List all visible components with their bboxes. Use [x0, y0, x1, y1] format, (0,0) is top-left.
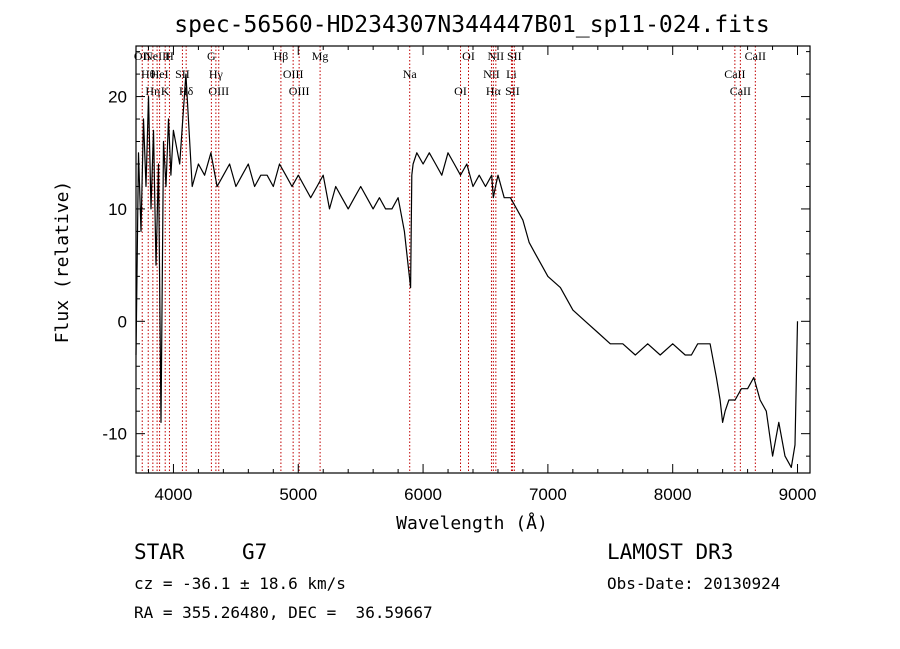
x-tick-label: 5000: [279, 485, 317, 504]
x-axis-label: Wavelength (Å): [396, 512, 548, 534]
x-tick-label: 7000: [529, 485, 567, 504]
line-marker-label: NII: [488, 49, 505, 63]
spectral-line-markers: OIIHθHηNeIIIHeIKHSIIHδGHγOIIIHβOIIIOIIIM…: [134, 46, 766, 473]
line-marker-label: Hγ: [209, 67, 224, 81]
line-marker-label: CaII: [724, 67, 745, 81]
line-marker-label: CaII: [730, 84, 751, 98]
line-marker-label: NII: [483, 67, 500, 81]
line-marker-label: OI: [462, 49, 475, 63]
spectrum-line: [135, 73, 799, 468]
line-marker-label: Li: [506, 67, 517, 81]
line-marker-label: CaII: [745, 49, 766, 63]
line-marker-label: SII: [175, 67, 190, 81]
line-marker-label: OIII: [289, 84, 310, 98]
survey-name: LAMOST DR3: [607, 540, 734, 564]
line-marker-label: H: [165, 49, 174, 63]
line-marker-label: NeIII: [144, 49, 170, 63]
line-marker-label: G: [207, 49, 216, 63]
x-tick-label: 4000: [155, 485, 193, 504]
y-tick-label: -10: [102, 425, 127, 444]
redshift-cz: cz = -36.1 ± 18.6 km/s: [134, 574, 346, 593]
line-marker-label: Na: [403, 67, 418, 81]
line-marker-label: SII: [507, 49, 522, 63]
line-marker-label: OII: [134, 49, 151, 63]
object-subclass: G7: [242, 540, 268, 564]
plot-frame: [135, 45, 811, 474]
x-axis-ticks: 4000 5000 6000 7000 8000 9000: [147, 46, 817, 504]
line-marker-label: Hη: [145, 84, 160, 98]
x-tick-label: 8000: [654, 485, 692, 504]
ra-dec: RA = 355.26480, DEC = 36.59667: [134, 603, 433, 622]
line-marker-label: OIII: [283, 67, 304, 81]
y-tick-label: 20: [108, 88, 127, 107]
y-tick-label: 0: [118, 312, 127, 331]
line-marker-label: HeI: [151, 67, 169, 81]
line-marker-label: Hθ: [141, 67, 156, 81]
y-tick-label: 10: [108, 200, 127, 219]
line-marker-label: Hβ: [274, 49, 289, 63]
observation-date: Obs-Date: 20130924: [607, 574, 781, 593]
line-marker-label: Mg: [312, 49, 329, 63]
object-class: STAR: [134, 540, 185, 564]
line-marker-label: OI: [454, 84, 467, 98]
x-tick-label: 6000: [404, 485, 442, 504]
line-marker-label: OIII: [208, 84, 229, 98]
chart-title: spec-56560-HD234307N344447B01_sp11-024.f…: [174, 12, 769, 38]
line-marker-label: SII: [505, 84, 520, 98]
y-axis-ticks: -10 0 10 20: [102, 51, 810, 457]
line-marker-label: Hα: [486, 84, 502, 98]
line-marker-label: K: [161, 84, 170, 98]
x-tick-label: 9000: [779, 485, 817, 504]
y-axis-label: Flux (relative): [52, 181, 73, 344]
